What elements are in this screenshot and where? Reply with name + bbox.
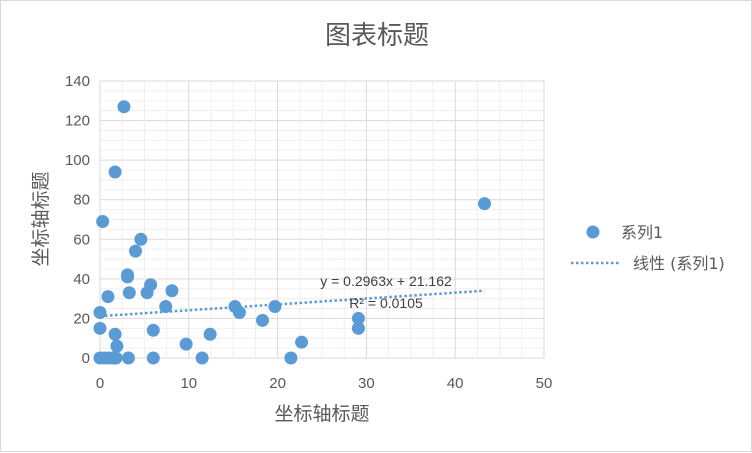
trendline-equation[interactable]: y = 0.2963x + 21.162 xyxy=(320,273,452,289)
data-point[interactable] xyxy=(478,197,492,211)
data-point[interactable] xyxy=(146,323,160,337)
data-point[interactable] xyxy=(109,351,123,365)
trendline[interactable] xyxy=(99,289,485,318)
legend-label-trendline: 线性 (系列1) xyxy=(633,254,725,273)
data-point[interactable] xyxy=(122,286,136,300)
y-tick-label: 80 xyxy=(73,192,90,209)
data-point[interactable] xyxy=(179,337,193,351)
data-point[interactable] xyxy=(134,232,148,246)
x-tick-label: 30 xyxy=(358,375,375,392)
data-point[interactable] xyxy=(93,321,107,335)
gridlines xyxy=(99,80,545,359)
trendline-r-squared[interactable]: R² = 0.0105 xyxy=(349,295,423,311)
y-tick-label: 120 xyxy=(65,113,90,130)
x-tick-label: 40 xyxy=(447,375,464,392)
data-point[interactable] xyxy=(144,278,158,292)
y-tick-label: 0 xyxy=(82,350,90,367)
data-point[interactable] xyxy=(203,327,217,341)
data-point[interactable] xyxy=(110,339,124,353)
data-point[interactable] xyxy=(159,300,173,314)
legend-marker-series1 xyxy=(586,225,600,239)
x-tick-label: 20 xyxy=(269,375,286,392)
y-tick-label: 40 xyxy=(73,271,90,288)
legend-label-series1: 系列1 xyxy=(621,223,663,242)
data-point[interactable] xyxy=(146,351,160,365)
data-point[interactable] xyxy=(108,165,122,179)
data-point[interactable] xyxy=(121,270,135,284)
data-point[interactable] xyxy=(108,327,122,341)
x-tick-labels: 0 10 20 30 40 50 xyxy=(96,375,553,392)
y-tick-label: 20 xyxy=(73,310,90,327)
data-point[interactable] xyxy=(284,351,298,365)
data-point[interactable] xyxy=(295,335,309,349)
data-point[interactable] xyxy=(101,290,115,304)
data-point[interactable] xyxy=(232,305,246,319)
data-point[interactable] xyxy=(93,305,107,319)
trendline-group xyxy=(99,289,485,318)
x-tick-label: 50 xyxy=(536,375,553,392)
y-axis-title[interactable]: 坐标轴标题 xyxy=(30,171,52,266)
y-tick-label: 100 xyxy=(65,152,90,169)
data-points xyxy=(93,100,492,365)
y-tick-label: 140 xyxy=(65,73,90,90)
data-point[interactable] xyxy=(256,313,270,327)
x-axis-title[interactable]: 坐标轴标题 xyxy=(274,403,369,425)
y-tick-label: 60 xyxy=(73,231,90,248)
data-point[interactable] xyxy=(195,351,209,365)
data-point[interactable] xyxy=(96,214,110,228)
data-point[interactable] xyxy=(129,244,143,258)
data-point[interactable] xyxy=(117,100,131,114)
data-point[interactable] xyxy=(121,351,135,365)
x-tick-label: 0 xyxy=(96,375,104,392)
chart-title[interactable]: 图表标题 xyxy=(325,21,429,51)
data-point[interactable] xyxy=(351,311,365,325)
x-tick-label: 10 xyxy=(180,375,197,392)
data-point[interactable] xyxy=(165,284,179,298)
y-tick-labels: 0 20 40 60 80 100 120 140 xyxy=(65,73,90,367)
data-point[interactable] xyxy=(268,300,282,314)
legend[interactable]: 系列1 线性 (系列1) xyxy=(571,223,725,273)
data-point[interactable] xyxy=(351,321,365,335)
